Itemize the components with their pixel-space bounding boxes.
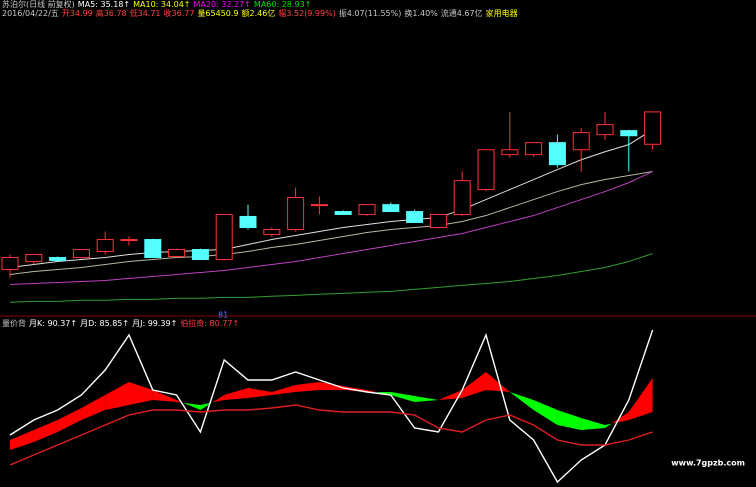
header-item: 伯拉奇: 80.77↑: [180, 319, 240, 328]
header-item: 高36.78: [95, 9, 127, 18]
ma-line: [9, 253, 653, 303]
indicator-header: 量价背 月K: 90.37↑ 月D: 85.85↑ 月J: 99.39↑ 伯拉奇: 80…: [2, 319, 242, 329]
header-item: 换1.40%: [404, 9, 438, 18]
kd-band: [224, 388, 248, 400]
ma-line: [9, 171, 653, 285]
kd-band: [183, 402, 201, 410]
candle-body: [215, 213, 233, 261]
candle-body: [120, 239, 138, 242]
candle-body: [263, 229, 281, 235]
kd-band: [105, 382, 129, 410]
ma-line: [9, 171, 653, 275]
candle-body: [96, 239, 114, 253]
kd-band: [152, 390, 177, 402]
candle-body: [191, 249, 209, 261]
header-item: 家用电器: [485, 9, 518, 18]
kd-band: [376, 392, 391, 395]
header-item: 低34.71: [129, 9, 161, 18]
kd-band: [557, 410, 582, 430]
header-item: 量价背: [2, 319, 26, 328]
kd-band: [271, 385, 296, 395]
candle-body: [429, 213, 447, 229]
header-item: MA10: 34.04↑: [133, 0, 191, 9]
kd-band: [212, 395, 225, 403]
header-item: 幅3.52(9.99%): [278, 9, 336, 18]
kd-band: [605, 423, 612, 428]
marker-label: 81: [218, 311, 228, 320]
header-line-1: 苏泊尔(日线 前复权) MA5: 35.18↑ MA10: 34.04↑ MA20: …: [2, 0, 314, 10]
header-item: 振4.07(11.55%): [338, 9, 402, 18]
kd-band: [248, 388, 272, 398]
kd-band: [486, 372, 510, 392]
header-line-2: 2016/04/22/五 开34.99 高36.78 低34.71 收36.77 量654…: [2, 9, 521, 19]
kd-band: [57, 408, 82, 432]
kd-band: [533, 400, 558, 425]
candle-body: [168, 249, 186, 257]
kd-band: [81, 395, 106, 420]
kd-band: [390, 392, 415, 402]
candle-body: [72, 249, 90, 259]
candle-body: [358, 204, 376, 215]
watermark: www.7gpzb.com: [671, 459, 745, 468]
candle-body: [572, 132, 590, 151]
candle-body: [406, 211, 424, 223]
header-item: 额2.46亿: [241, 9, 276, 18]
header-item: 苏泊尔(日线 前复权): [2, 0, 75, 9]
candle-body: [25, 253, 43, 263]
kd-band: [10, 430, 34, 450]
candle-body: [477, 149, 495, 191]
kd-band: [581, 418, 605, 430]
kd-band: [33, 420, 58, 442]
candle-body: [548, 142, 566, 166]
candle-body: [644, 111, 662, 145]
header-item: MA60: 28.93↑: [253, 0, 312, 9]
candle-body: [287, 197, 305, 231]
header-item: 2016/04/22/五: [2, 9, 59, 18]
header-item: 月J: 99.39↑: [132, 319, 178, 328]
header-item: 月K: 90.37↑: [29, 319, 78, 328]
candle-body: [382, 204, 400, 213]
header-item: 量65450.9: [197, 9, 239, 18]
candle-body: [596, 124, 614, 136]
kd-band: [295, 382, 320, 392]
candle-body: [310, 204, 328, 207]
header-item: 收36.77: [163, 9, 195, 18]
kd-band: [509, 392, 534, 410]
header-item: 月D: 85.85↑: [80, 319, 130, 328]
kd-band: [628, 378, 653, 420]
candle-body: [1, 257, 19, 271]
kd-band: [462, 372, 486, 398]
indicator-line: [9, 404, 653, 466]
indicator-line: [9, 329, 654, 484]
candle-body: [334, 211, 352, 215]
ma-line: [9, 129, 653, 269]
kd-band: [319, 382, 344, 390]
header-item: 开34.99: [61, 9, 93, 18]
candle-body: [453, 180, 471, 215]
header-item: 流通4.67亿: [440, 9, 483, 18]
kd-band: [438, 390, 463, 400]
candle-body: [144, 239, 162, 259]
kd-band: [129, 382, 153, 405]
candle-body: [49, 257, 67, 261]
header-item: MA20: 32.27↑: [193, 0, 251, 9]
candle-body: [239, 215, 257, 229]
candle-body: [620, 130, 638, 137]
kd-band: [367, 390, 377, 392]
header-item: MA5: 35.18↑: [77, 0, 131, 9]
kd-band: [414, 396, 439, 402]
candle-body: [525, 142, 543, 156]
candle-body: [501, 149, 519, 156]
